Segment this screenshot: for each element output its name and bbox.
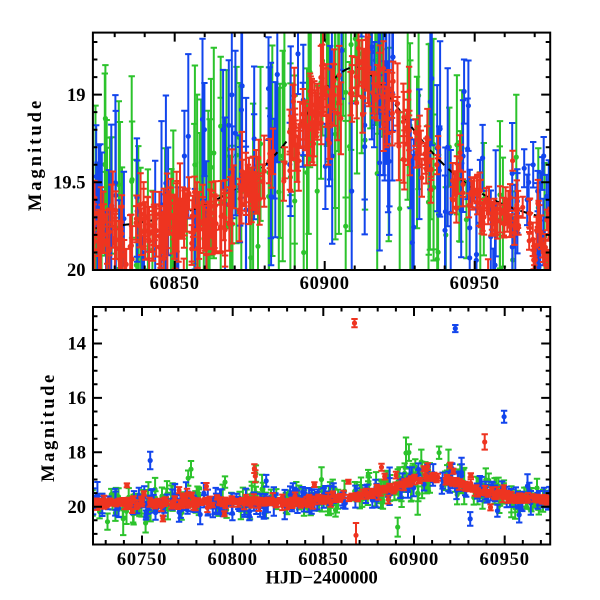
svg-text:Magnitude: Magnitude xyxy=(26,98,46,211)
svg-text:HJD−2400000: HJD−2400000 xyxy=(265,569,377,589)
svg-text:60900: 60900 xyxy=(389,550,439,570)
svg-text:20: 20 xyxy=(68,498,87,518)
svg-text:18: 18 xyxy=(68,444,87,464)
svg-text:60900: 60900 xyxy=(300,274,350,294)
svg-text:16: 16 xyxy=(68,389,87,409)
svg-text:Magnitude: Magnitude xyxy=(39,372,59,482)
svg-text:60950: 60950 xyxy=(450,274,500,294)
svg-text:60750: 60750 xyxy=(117,550,167,570)
svg-text:60950: 60950 xyxy=(480,550,530,570)
svg-text:19: 19 xyxy=(67,86,86,106)
svg-text:19.5: 19.5 xyxy=(53,174,85,194)
svg-text:60850: 60850 xyxy=(298,550,348,570)
svg-text:20: 20 xyxy=(67,261,86,281)
svg-text:60800: 60800 xyxy=(208,550,258,570)
svg-text:14: 14 xyxy=(68,335,87,355)
svg-text:60850: 60850 xyxy=(150,274,200,294)
